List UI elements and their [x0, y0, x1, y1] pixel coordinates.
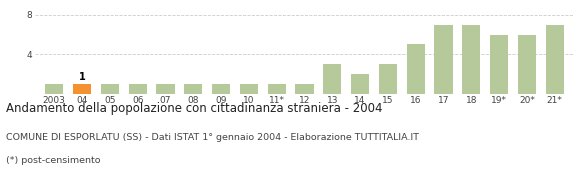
Text: 1: 1 [79, 72, 85, 82]
Bar [351, 74, 369, 94]
Bar [240, 84, 258, 94]
Bar [462, 25, 480, 94]
Bar [434, 25, 452, 94]
Bar [407, 44, 425, 94]
Bar [490, 35, 508, 94]
Bar [45, 84, 63, 94]
Bar [323, 64, 342, 94]
Bar [101, 84, 119, 94]
Bar [518, 35, 536, 94]
Text: (*) post-censimento: (*) post-censimento [6, 156, 100, 165]
Bar [212, 84, 230, 94]
Bar [157, 84, 175, 94]
Bar [129, 84, 147, 94]
Bar [546, 25, 564, 94]
Bar [295, 84, 314, 94]
Bar [184, 84, 202, 94]
Bar [267, 84, 286, 94]
Bar [73, 84, 91, 94]
Bar [379, 64, 397, 94]
Text: COMUNE DI ESPORLATU (SS) - Dati ISTAT 1° gennaio 2004 - Elaborazione TUTTITALIA.: COMUNE DI ESPORLATU (SS) - Dati ISTAT 1°… [6, 133, 419, 142]
Text: Andamento della popolazione con cittadinanza straniera - 2004: Andamento della popolazione con cittadin… [6, 102, 382, 115]
